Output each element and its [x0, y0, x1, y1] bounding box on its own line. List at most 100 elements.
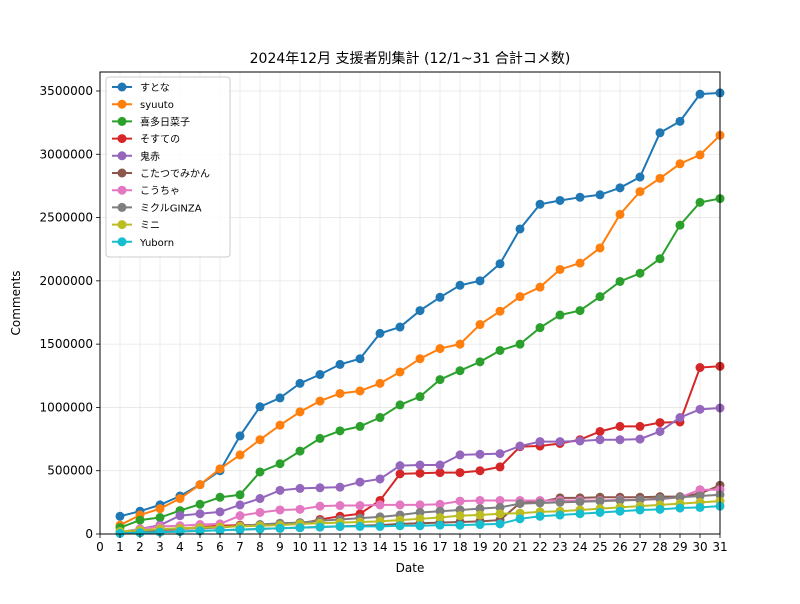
legend-label: こうちゃ [140, 185, 180, 197]
data-point [415, 460, 425, 470]
data-point [115, 528, 125, 538]
data-point [215, 507, 225, 517]
legend-label: ミクルGINZA [140, 202, 202, 214]
data-point [295, 446, 305, 456]
data-point [675, 220, 685, 230]
legend-label: すとな [140, 82, 170, 94]
data-point [215, 525, 225, 535]
data-point [435, 506, 445, 516]
data-point [555, 437, 565, 447]
y-tick-label: 2500000 [40, 211, 93, 225]
data-point [395, 461, 405, 471]
data-point [635, 268, 645, 278]
data-point [655, 128, 665, 138]
data-point [135, 528, 145, 538]
data-point [275, 459, 285, 469]
data-point [635, 187, 645, 197]
data-point [655, 418, 665, 428]
legend-swatch-marker [117, 237, 127, 247]
data-point [435, 468, 445, 478]
plot-frame [99, 71, 721, 535]
x-tick-label: 6 [216, 540, 224, 554]
data-point [635, 505, 645, 515]
data-point [255, 507, 265, 517]
data-point [435, 520, 445, 530]
data-point [255, 402, 265, 412]
data-point [595, 292, 605, 302]
data-point [155, 513, 165, 523]
data-point [615, 506, 625, 516]
data-point [435, 460, 445, 470]
data-point [675, 413, 685, 423]
data-point [435, 344, 445, 354]
data-point [335, 359, 345, 369]
data-point [355, 386, 365, 396]
data-point [295, 378, 305, 388]
legend-label: Yuborn [139, 238, 174, 249]
data-point [255, 467, 265, 477]
data-point [295, 483, 305, 493]
data-point [475, 449, 485, 459]
data-point [375, 474, 385, 484]
data-point [235, 525, 245, 535]
data-point [355, 521, 365, 531]
data-point [515, 499, 525, 509]
data-point [695, 197, 705, 207]
data-point [575, 497, 585, 507]
data-point [255, 524, 265, 534]
data-point [315, 396, 325, 406]
series-1 [115, 130, 725, 530]
y-tick-label: 500000 [47, 464, 93, 478]
data-point [575, 306, 585, 316]
data-point [615, 183, 625, 193]
data-point [315, 370, 325, 380]
data-point [455, 450, 465, 460]
data-point [555, 195, 565, 205]
data-point [375, 500, 385, 510]
data-point [575, 258, 585, 268]
data-point [535, 199, 545, 209]
data-point [675, 492, 685, 502]
x-tick-label: 26 [612, 540, 627, 554]
x-tick-label: 28 [652, 540, 667, 554]
data-point [255, 435, 265, 445]
data-point [275, 523, 285, 533]
data-point [455, 468, 465, 478]
data-point [675, 116, 685, 126]
data-point [295, 523, 305, 533]
data-point [395, 400, 405, 410]
data-point [495, 449, 505, 459]
x-tick-label: 22 [532, 540, 547, 554]
data-point [355, 421, 365, 431]
data-point [615, 276, 625, 286]
y-tick-label: 3500000 [40, 84, 93, 98]
data-point [375, 328, 385, 338]
data-point [475, 520, 485, 530]
data-point [295, 407, 305, 417]
data-point [415, 392, 425, 402]
data-point [615, 435, 625, 445]
data-point [415, 468, 425, 478]
data-point [455, 496, 465, 506]
data-point [435, 513, 445, 523]
x-tick-label: 11 [312, 540, 327, 554]
data-point [515, 441, 525, 451]
data-point [375, 521, 385, 531]
data-point [515, 514, 525, 524]
data-point [575, 436, 585, 446]
data-point [395, 469, 405, 479]
data-point [595, 190, 605, 200]
x-tick-label: 27 [632, 540, 647, 554]
data-point [275, 393, 285, 403]
data-point [475, 510, 485, 520]
legend-label: ミニ [140, 221, 160, 232]
x-tick-label: 21 [512, 540, 527, 554]
data-point [435, 292, 445, 302]
x-tick-label: 31 [712, 540, 727, 554]
x-tick-label: 0 [96, 540, 104, 554]
axes: 0 1 2 3 4 5 6 7 8 9 10 11 12 13 14 15 16 17 18 19 20 21 22 23 24… [40, 84, 728, 554]
data-point [695, 491, 705, 501]
data-point [415, 514, 425, 524]
data-point [595, 496, 605, 506]
